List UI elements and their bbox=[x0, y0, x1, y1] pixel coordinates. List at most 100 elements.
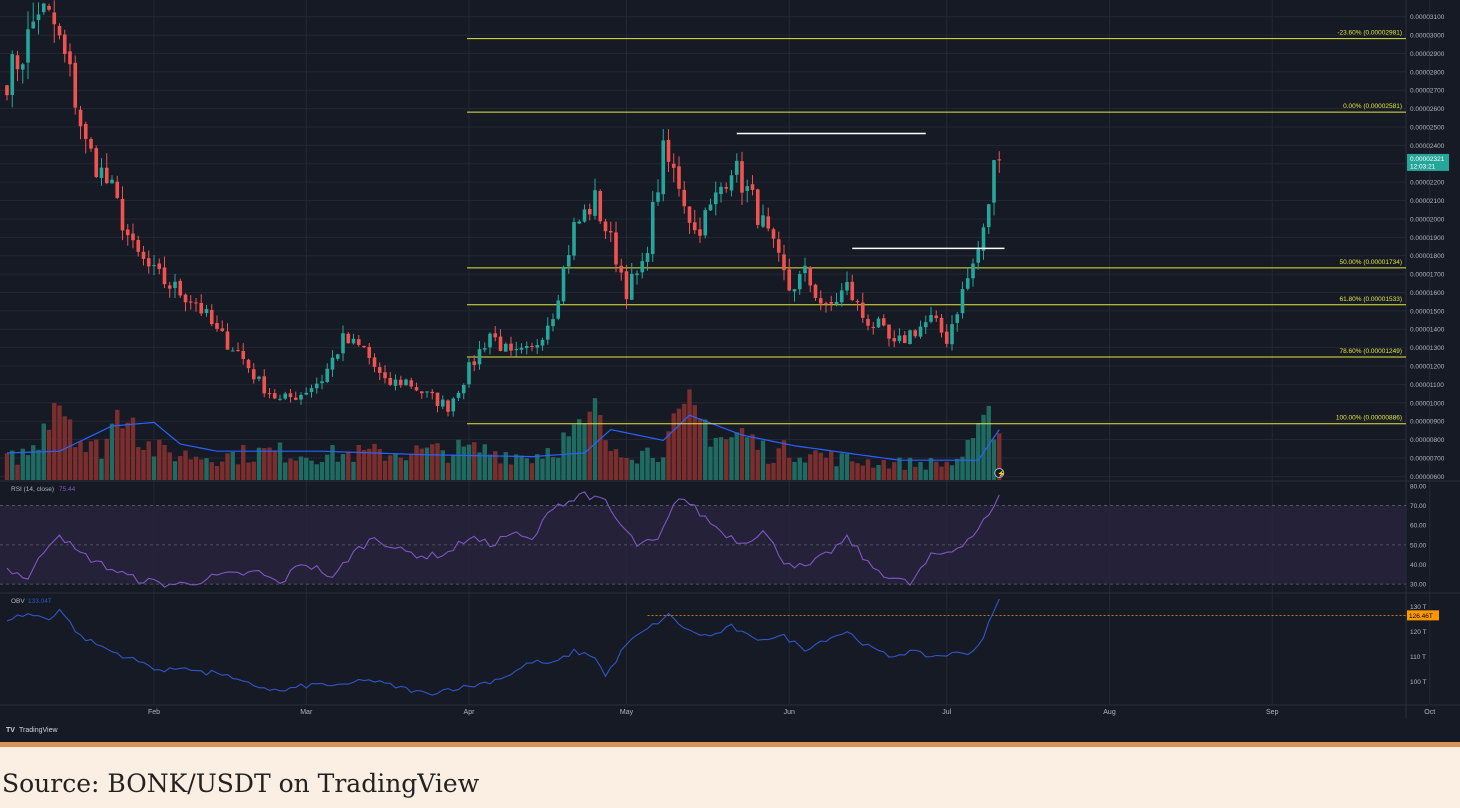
candle-body bbox=[803, 265, 807, 274]
volume-bar bbox=[246, 462, 251, 480]
volume-bar bbox=[31, 445, 36, 480]
candle-body bbox=[136, 239, 141, 252]
volume-bar bbox=[724, 439, 729, 480]
volume-bar bbox=[713, 437, 718, 480]
pane-labels: RSI (14, close) 75.44 OBV 133.04T TV TradingV… bbox=[6, 486, 76, 734]
candle-body bbox=[246, 359, 251, 369]
volume-bar bbox=[661, 457, 666, 480]
price-axis-tick: 0.00001800 bbox=[1410, 253, 1445, 260]
rsi-axis-tick: 30.00 bbox=[1410, 582, 1427, 589]
candle-body bbox=[902, 335, 907, 344]
volume-bar bbox=[288, 458, 293, 480]
time-axis-tick: Oct bbox=[1424, 709, 1435, 716]
tradingview-logo-icon: TV bbox=[6, 727, 15, 734]
volume-bar bbox=[214, 466, 220, 480]
volume-bar bbox=[608, 451, 613, 480]
volume-bar bbox=[83, 452, 88, 480]
candle-body bbox=[934, 315, 939, 319]
candle-body bbox=[47, 5, 51, 10]
volume-bar bbox=[88, 441, 94, 480]
candle-body bbox=[666, 139, 671, 162]
volume-bar bbox=[193, 456, 199, 480]
chart-canvas[interactable]: -23.60% (0.00002981) 0.00% (0.00002581) 50… bbox=[0, 0, 1460, 742]
volume-bar bbox=[456, 439, 461, 480]
candle-body bbox=[89, 138, 93, 149]
tradingview-chart[interactable]: -23.60% (0.00002981) 0.00% (0.00002581) 50… bbox=[0, 0, 1460, 742]
candle-body bbox=[15, 55, 20, 70]
candle-body bbox=[855, 301, 860, 303]
candle-body bbox=[724, 187, 729, 189]
candle-body bbox=[383, 372, 387, 379]
volume-ma-line bbox=[6, 414, 1000, 461]
candle-body bbox=[388, 377, 393, 385]
volume-bar bbox=[325, 454, 330, 480]
candle-body bbox=[99, 167, 104, 178]
price-axis-tick: 0.00000900 bbox=[1410, 419, 1445, 426]
rsi-title: RSI (14, close) bbox=[11, 486, 54, 493]
candle-body bbox=[220, 328, 225, 331]
fib-label-3: 61.80% (0.00001533) bbox=[1339, 296, 1402, 303]
candle-body bbox=[755, 189, 760, 225]
volume-bar bbox=[204, 458, 209, 480]
candle-body bbox=[362, 345, 366, 348]
candle-body bbox=[335, 354, 340, 359]
rsi-pane: 80.00 70.00 60.00 50.00 40.00 30.00 bbox=[0, 483, 1427, 589]
volume-bar bbox=[603, 440, 608, 480]
volume-bar bbox=[230, 452, 235, 480]
candle-body bbox=[687, 206, 692, 223]
candle-body bbox=[131, 233, 135, 241]
volume-bar bbox=[944, 461, 949, 480]
volume-bar bbox=[650, 457, 655, 480]
volume-bar bbox=[881, 460, 886, 480]
candle-body bbox=[913, 330, 918, 337]
obv-pane: 130 T 120 T 110 T 100 T 126.46T bbox=[6, 598, 1439, 696]
volume-bar bbox=[52, 403, 57, 480]
volume-bar bbox=[298, 456, 304, 480]
price-axis-tick: 0.00001600 bbox=[1410, 290, 1445, 297]
volume-bar bbox=[781, 440, 787, 480]
volume-bar bbox=[477, 452, 482, 480]
candle-body bbox=[435, 392, 440, 407]
candle-body bbox=[178, 280, 183, 296]
candle-body bbox=[797, 274, 802, 290]
candle-body bbox=[524, 346, 529, 349]
volume-bar bbox=[556, 457, 561, 480]
candle-body bbox=[425, 391, 429, 393]
price-axis-tick: 0.00000700 bbox=[1410, 455, 1445, 462]
price-axis-tick: 0.00001000 bbox=[1410, 400, 1445, 407]
volume-bar bbox=[409, 454, 414, 480]
volume-bar bbox=[718, 437, 724, 480]
volume-bar bbox=[755, 449, 760, 480]
candle-body bbox=[183, 294, 188, 303]
volume-bar bbox=[729, 437, 734, 480]
candle-body bbox=[766, 216, 771, 229]
volume-bar bbox=[277, 442, 283, 480]
obv-axis-tick: 130 T bbox=[1410, 604, 1427, 611]
volume-bar bbox=[907, 457, 913, 480]
price-axis-tick: 0.00000800 bbox=[1410, 437, 1445, 444]
candle-body bbox=[734, 160, 739, 175]
volume-bar bbox=[209, 462, 214, 480]
candle-body bbox=[682, 189, 687, 207]
price-axis-tick: 0.00002200 bbox=[1410, 180, 1445, 187]
fib-label-4: 78.60% (0.00001249) bbox=[1339, 348, 1402, 355]
volume-bar bbox=[734, 432, 739, 480]
volume-bar bbox=[157, 439, 162, 480]
volume-bar bbox=[955, 458, 960, 480]
lightning-glyph: ⚡ bbox=[997, 469, 1006, 478]
candle-body bbox=[860, 302, 865, 318]
candle-body bbox=[52, 12, 57, 25]
volume-bar bbox=[10, 450, 15, 480]
volume-bar bbox=[235, 464, 241, 480]
candle-body bbox=[818, 298, 823, 304]
price-axis-tick: 0.00002500 bbox=[1410, 125, 1445, 132]
candle-body bbox=[446, 400, 450, 412]
candle-body bbox=[472, 361, 477, 365]
candle-body bbox=[808, 267, 813, 286]
candle-body bbox=[409, 380, 414, 387]
volume-bar bbox=[918, 461, 923, 480]
candle-body bbox=[482, 348, 487, 350]
volume-bar bbox=[435, 443, 440, 480]
volume-bar bbox=[598, 414, 603, 480]
volume-bar bbox=[115, 409, 120, 480]
